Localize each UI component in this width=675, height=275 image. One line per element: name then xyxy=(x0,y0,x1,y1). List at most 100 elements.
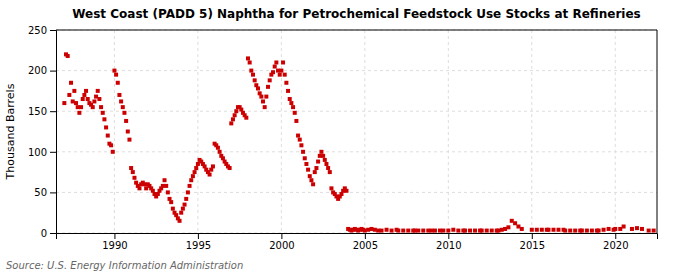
point xyxy=(189,178,193,182)
point xyxy=(283,73,287,77)
point xyxy=(216,146,220,150)
point xyxy=(101,111,105,115)
y-axis-label: Thousand Barrels xyxy=(4,83,17,180)
y-tick-mark xyxy=(50,152,56,153)
point xyxy=(77,111,81,115)
point xyxy=(324,162,328,166)
point xyxy=(164,184,168,188)
point xyxy=(69,81,73,85)
point xyxy=(286,89,290,93)
annotation: Source: U.S. Energy Information Administ… xyxy=(6,260,243,271)
point xyxy=(208,173,212,177)
point xyxy=(480,229,484,233)
point xyxy=(308,174,312,178)
point xyxy=(613,227,617,231)
x-tick-mark xyxy=(532,233,533,239)
point xyxy=(92,99,96,103)
point xyxy=(329,186,333,190)
point xyxy=(119,99,123,103)
point xyxy=(163,178,167,182)
point xyxy=(112,69,116,73)
point xyxy=(319,150,323,154)
point xyxy=(506,225,510,229)
x-grid-line xyxy=(114,30,115,233)
point xyxy=(184,197,188,201)
point xyxy=(557,228,561,232)
x-tick-label: 2000 xyxy=(269,240,294,251)
point xyxy=(166,190,170,194)
point xyxy=(299,143,303,147)
y-grid-line xyxy=(56,70,657,71)
frame-line xyxy=(56,30,657,31)
point xyxy=(640,227,644,231)
point xyxy=(231,117,235,121)
point xyxy=(622,225,626,229)
y-tick: 150 xyxy=(28,106,56,117)
point xyxy=(301,150,305,154)
point xyxy=(74,101,78,105)
point xyxy=(652,229,656,233)
y-tick-label: 0 xyxy=(41,228,47,239)
point xyxy=(106,134,110,138)
point xyxy=(124,119,128,123)
point xyxy=(229,121,233,125)
point xyxy=(568,229,572,233)
point xyxy=(630,227,634,231)
point xyxy=(602,228,606,232)
y-tick-label: 50 xyxy=(34,187,47,198)
point xyxy=(116,81,120,85)
point xyxy=(131,170,135,174)
point xyxy=(211,164,215,168)
point xyxy=(421,229,425,233)
x-tick-mark xyxy=(615,233,616,239)
point xyxy=(261,99,265,103)
point xyxy=(485,229,489,233)
point xyxy=(171,207,175,211)
y-tick-mark xyxy=(50,30,56,31)
y-tick-mark xyxy=(50,111,56,112)
x-grid-line xyxy=(197,30,198,233)
x-tick-label: 2010 xyxy=(436,240,461,251)
point xyxy=(446,229,450,233)
point xyxy=(193,170,197,174)
point xyxy=(291,105,295,109)
y-tick: 250 xyxy=(28,25,56,36)
y-tick: 0 xyxy=(41,228,56,239)
point xyxy=(416,229,420,233)
y-tick-label: 100 xyxy=(28,147,47,158)
point xyxy=(563,229,567,233)
point xyxy=(530,228,534,232)
point xyxy=(313,170,317,174)
y-tick: 100 xyxy=(28,147,56,158)
point xyxy=(490,229,494,233)
point xyxy=(233,113,237,117)
y-grid-line xyxy=(56,192,657,193)
x-tick-label: 2005 xyxy=(353,240,378,251)
point xyxy=(253,78,257,82)
point xyxy=(385,228,389,232)
y-tick-label: 150 xyxy=(28,106,47,117)
point xyxy=(67,93,71,97)
point xyxy=(520,227,524,231)
point xyxy=(328,170,332,174)
point xyxy=(256,86,260,90)
point xyxy=(304,162,308,166)
point xyxy=(194,166,198,170)
x-grid-line xyxy=(615,30,616,233)
point xyxy=(129,166,133,170)
point xyxy=(303,156,307,160)
x-tick: 2005 xyxy=(353,233,378,251)
x-tick-mark xyxy=(198,233,199,239)
point xyxy=(62,101,66,105)
point xyxy=(585,229,589,233)
point xyxy=(274,60,278,64)
point xyxy=(218,150,222,154)
x-tick-label: 1990 xyxy=(102,240,127,251)
y-tick-mark xyxy=(50,192,56,193)
x-tick-label: 2020 xyxy=(603,240,628,251)
x-tick-label: 1995 xyxy=(186,240,211,251)
point xyxy=(99,105,103,109)
point xyxy=(590,229,594,233)
point xyxy=(246,56,250,60)
point xyxy=(473,229,477,233)
